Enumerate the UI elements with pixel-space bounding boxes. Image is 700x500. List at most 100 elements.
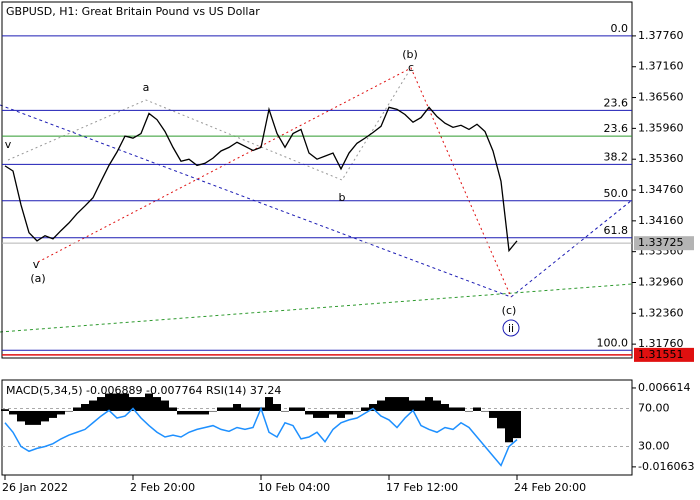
wave-label: (b) xyxy=(402,48,418,61)
y-tick-label: 30.00 xyxy=(638,440,670,453)
histogram-bar xyxy=(305,410,313,415)
histogram-bar xyxy=(513,410,521,439)
histogram-bar xyxy=(361,407,369,411)
sub-frame xyxy=(1,379,633,476)
rsi-line xyxy=(4,406,518,467)
histogram-bar xyxy=(33,410,41,425)
wave-label: v xyxy=(5,138,12,151)
histogram-bar xyxy=(265,397,273,411)
histogram-bar xyxy=(209,410,217,412)
histogram-bar xyxy=(481,410,489,412)
y2-tick-label: 0.006614 xyxy=(638,381,691,394)
y-tick-label: 1.37760 xyxy=(638,29,684,42)
histogram-bar xyxy=(249,407,257,411)
trend-line xyxy=(0,283,633,333)
histogram-bar xyxy=(129,397,137,411)
y-tick-label: 70.00 xyxy=(638,402,670,415)
histogram-bar xyxy=(97,397,105,411)
histogram-bar xyxy=(441,404,449,411)
x-tick-label: 24 Feb 20:00 xyxy=(514,481,586,494)
histogram-bar xyxy=(385,397,393,411)
y-tick-label: 1.32960 xyxy=(638,275,684,288)
histogram-bar xyxy=(193,410,201,415)
stop-price-label: 1.31551 xyxy=(638,348,684,361)
histogram-bar xyxy=(417,400,425,411)
x-tick-label: 26 Jan 2022 xyxy=(2,481,68,494)
wave-line xyxy=(7,67,412,181)
histogram-bar xyxy=(473,407,481,411)
histogram-bar xyxy=(89,400,97,411)
level-label: 0.0 xyxy=(611,22,629,35)
histogram-bar xyxy=(329,410,337,415)
stop-price-box xyxy=(634,347,694,362)
histogram-bar xyxy=(217,407,225,411)
y-tick-label: 1.37160 xyxy=(638,60,684,73)
histogram-bar xyxy=(25,410,33,425)
histogram-bar xyxy=(289,407,297,411)
y-tick-label: 1.35960 xyxy=(638,121,684,134)
y-tick-label: 1.34760 xyxy=(638,183,684,196)
chart-title: GBPUSD, H1: Great Britain Pound vs US Do… xyxy=(6,5,260,18)
x-tick-label: 2 Feb 20:00 xyxy=(130,481,195,494)
histogram-bar xyxy=(425,397,433,411)
histogram-bar xyxy=(49,410,57,418)
y-tick-label: 1.35360 xyxy=(638,152,684,165)
current-price-box xyxy=(634,236,694,251)
histogram-bar xyxy=(465,410,473,412)
wave-label: b xyxy=(339,191,346,204)
histogram-bar xyxy=(369,404,377,411)
histogram-bar xyxy=(105,393,113,411)
histogram-bar xyxy=(1,409,9,411)
histogram-bar xyxy=(281,410,289,412)
histogram-bar xyxy=(345,410,353,415)
x-tick-label: 17 Feb 12:00 xyxy=(386,481,458,494)
wave-label: ii xyxy=(508,322,514,335)
histogram-bar xyxy=(457,407,465,411)
histogram-bar xyxy=(121,393,129,411)
histogram-bar xyxy=(177,410,185,415)
wave-label: a xyxy=(143,81,150,94)
y-tick-label: 1.36560 xyxy=(638,91,684,104)
histogram-bar xyxy=(409,400,417,411)
histogram-bar xyxy=(337,410,345,418)
histogram-bar xyxy=(297,407,305,411)
wave-line xyxy=(37,67,512,298)
histogram-bar xyxy=(169,407,177,411)
histogram-bar xyxy=(9,410,17,415)
level-label: 61.8 xyxy=(604,224,629,237)
wave-label: (c) xyxy=(502,304,517,317)
histogram-bar xyxy=(321,410,329,418)
trend-line xyxy=(510,199,633,298)
histogram-bar xyxy=(489,410,497,418)
histogram-bar xyxy=(201,410,209,415)
histogram-bar xyxy=(225,407,233,411)
wave-label: (a) xyxy=(30,272,45,285)
histogram-bar xyxy=(65,410,73,412)
histogram-bar xyxy=(233,404,241,411)
histogram-bar xyxy=(41,410,49,422)
histogram-bar xyxy=(377,400,385,411)
current-price-label: 1.33725 xyxy=(638,236,684,249)
wave-circle xyxy=(502,319,520,337)
histogram-bar xyxy=(313,410,321,418)
level-label: 23.6 xyxy=(604,96,629,109)
wave-label: c xyxy=(408,61,414,74)
level-label: 50.0 xyxy=(604,187,629,200)
histogram-bar xyxy=(449,407,457,411)
y-tick-label: 1.34160 xyxy=(638,214,684,227)
histogram-bar xyxy=(401,397,409,411)
histogram-bar xyxy=(497,410,505,429)
wave-label: v xyxy=(33,258,40,271)
level-label: 23.6 xyxy=(604,122,629,135)
histogram-bar xyxy=(273,404,281,411)
histogram-bar xyxy=(185,410,193,415)
histogram-bar xyxy=(17,410,25,422)
histogram-bar xyxy=(113,393,121,411)
y-tick-label: 1.31760 xyxy=(638,337,684,350)
histogram-bar xyxy=(145,393,153,411)
price-line xyxy=(4,106,518,253)
histogram-bar xyxy=(153,397,161,411)
y-tick-label: 1.32360 xyxy=(638,306,684,319)
